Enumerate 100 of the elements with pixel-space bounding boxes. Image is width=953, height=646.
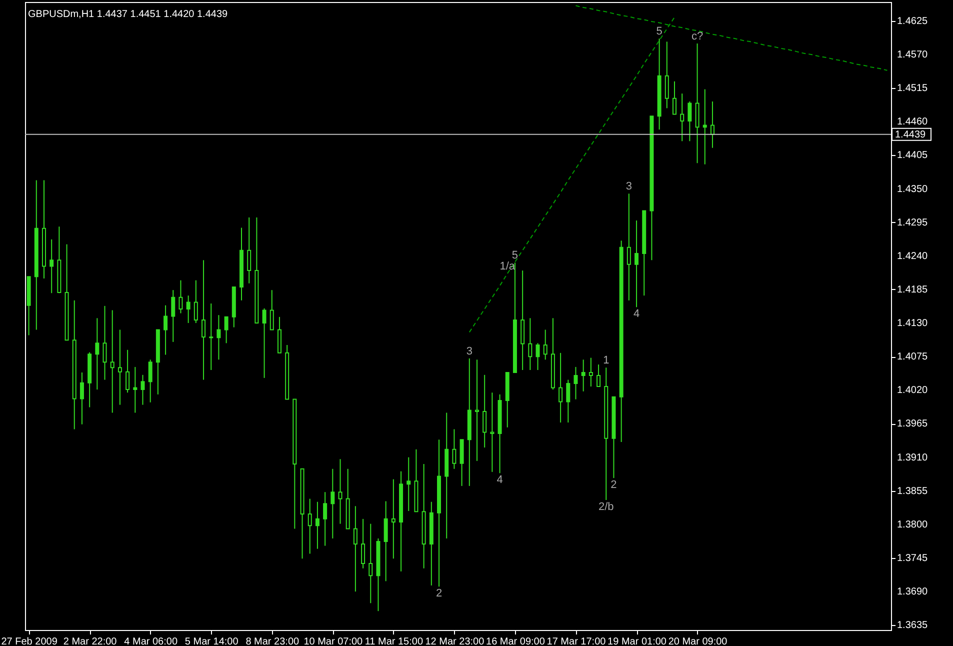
y-tick-label: 1.4240 (897, 250, 928, 262)
candlestick (626, 193, 631, 301)
x-tick-label: 4 Mar 06:00 (124, 636, 178, 646)
x-tick-label: 11 Mar 15:00 (364, 636, 424, 646)
candlestick (50, 238, 54, 294)
candlestick (566, 379, 570, 423)
candlestick (315, 501, 320, 550)
annotation: 2 (610, 479, 617, 492)
y-tick-label: 1.3855 (897, 486, 928, 497)
candlestick (460, 439, 464, 486)
y-tick-label: 1.4515 (897, 83, 928, 94)
candlestick (308, 498, 312, 554)
candlestick (710, 100, 714, 148)
annotation: 4 (496, 474, 503, 486)
y-tick-label: 1.3965 (897, 418, 928, 430)
y-tick-label: 1.4405 (897, 150, 928, 162)
annotation: 3 (466, 345, 472, 358)
candlestick (164, 304, 168, 356)
candlestick (110, 310, 114, 414)
candlestick (482, 374, 487, 448)
ref-line-label: 1.4439 (895, 129, 926, 140)
x-tick-label: 17 Mar 17:00 (546, 636, 606, 646)
candlestick (126, 349, 130, 394)
candlestick (224, 316, 228, 344)
candlestick (664, 41, 669, 109)
candlestick (574, 366, 578, 400)
candlestick (406, 456, 411, 512)
x-tick-label: 27 Feb 2009 (1, 636, 58, 646)
candlestick (95, 318, 100, 390)
annotation: 1 (603, 354, 610, 367)
candlestick (330, 468, 335, 539)
x-tick-label: 16 Mar 09:00 (486, 636, 546, 646)
candlestick (558, 352, 563, 423)
candlestick (148, 359, 152, 403)
candlestick (634, 220, 639, 308)
candlestick (118, 329, 122, 406)
candlestick (688, 100, 692, 142)
candlestick (391, 478, 396, 560)
candlestick (262, 308, 266, 378)
annotation: 5 (656, 26, 662, 38)
candlestick (277, 316, 282, 354)
candlestick (361, 518, 366, 569)
x-tick-label: 5 Mar 14:00 (184, 636, 239, 646)
candlestick (520, 270, 525, 371)
candlestick (270, 290, 274, 330)
candlestick (178, 280, 183, 314)
annotation: 2/b (598, 501, 614, 514)
text: GBPUSDm,H1 1.4437 1.4451 1.4420 1.4439 (28, 9, 228, 20)
candlestick (209, 302, 214, 371)
candlestick (186, 295, 190, 324)
candlestick (672, 80, 676, 115)
candlestick (80, 372, 84, 425)
x-tick-label: 19 Mar 01:00 (608, 636, 667, 646)
y-tick-label: 1.4130 (897, 318, 928, 330)
x-tick-label: 2 Mar 22:00 (63, 636, 118, 646)
y-tick-label: 1.4570 (897, 49, 928, 60)
candlestick (702, 88, 707, 165)
candlestick (543, 329, 548, 360)
candlestick (171, 290, 176, 342)
candlestick (202, 260, 206, 380)
candlestick (368, 523, 373, 604)
y-tick-label: 1.4625 (897, 16, 928, 27)
annotation: 4 (633, 308, 640, 320)
y-tick-label: 1.3745 (897, 552, 928, 564)
x-tick-label: 10 Mar 07:00 (304, 636, 364, 646)
candlestick (581, 359, 586, 392)
annotation: 5 (512, 250, 518, 262)
y-tick-label: 1.3635 (897, 620, 928, 632)
x-tick-label: 20 Mar 09:00 (668, 636, 728, 646)
y-tick-label: 1.4075 (897, 352, 928, 363)
candlestick (140, 374, 145, 406)
candlestick (323, 492, 328, 546)
y-tick-label: 1.4350 (897, 184, 928, 195)
y-tick-label: 1.4460 (897, 116, 928, 128)
candlestick (695, 43, 700, 164)
candlestick (194, 280, 198, 324)
x-tick-label: 12 Mar 23:00 (425, 636, 485, 646)
y-tick-label: 1.4185 (897, 284, 928, 296)
annotation: c? (691, 30, 704, 42)
candlestick (384, 500, 388, 582)
candlestick (452, 428, 456, 470)
y-tick-label: 1.3800 (897, 519, 928, 530)
candlestick (102, 305, 107, 380)
y-tick-label: 1.4020 (897, 385, 928, 396)
candlestick (596, 364, 601, 387)
candlestick (680, 93, 684, 142)
y-tick-label: 1.4295 (897, 217, 928, 228)
candlestick (247, 216, 252, 284)
candlestick (528, 318, 532, 371)
candlestick (353, 506, 358, 592)
candlestick (133, 366, 138, 414)
annotation: 3 (626, 180, 632, 193)
candlestick (490, 392, 494, 472)
x-tick-label: 8 Mar 23:00 (246, 636, 300, 646)
candlestick (536, 342, 540, 371)
y-tick-label: 1.3690 (897, 586, 928, 598)
candlestick (338, 458, 342, 524)
y-tick-label: 1.3910 (897, 452, 928, 464)
candlestick (588, 357, 593, 387)
annotation: 2 (436, 588, 442, 600)
